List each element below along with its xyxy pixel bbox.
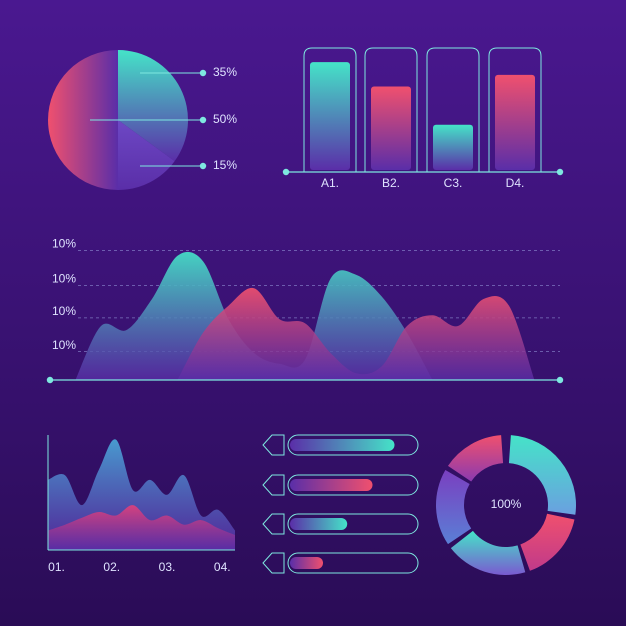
axis-dot <box>46 376 54 384</box>
progress-track <box>287 513 419 535</box>
pie-slice <box>118 50 189 162</box>
y-tick-label: 10% <box>52 272 76 286</box>
axis-dot <box>199 69 207 77</box>
pie-slice <box>118 120 175 190</box>
pie-label: 50% <box>213 112 237 126</box>
bar <box>495 74 535 170</box>
area <box>48 505 235 550</box>
area <box>75 251 433 380</box>
progress-tag <box>262 513 285 535</box>
progress-tag <box>262 434 285 456</box>
axis-dot <box>556 376 564 384</box>
area <box>177 287 535 380</box>
x-tick-label: A1. <box>321 176 339 190</box>
x-tick-label: 03. <box>159 560 176 574</box>
donut-label: 100% <box>491 497 522 511</box>
progress-bar <box>290 479 373 491</box>
x-tick-label: 04. <box>214 560 231 574</box>
x-tick-label: B2. <box>382 176 400 190</box>
progress-track <box>287 552 419 574</box>
y-tick-label: 10% <box>52 237 76 251</box>
progress-track <box>287 474 419 496</box>
donut-segment <box>520 513 575 571</box>
axis-dot <box>199 162 207 170</box>
donut-segment <box>450 530 526 575</box>
pie-label: 15% <box>213 158 237 172</box>
y-tick-label: 10% <box>52 304 76 318</box>
progress-bar <box>290 557 323 569</box>
axis-dot <box>199 116 207 124</box>
bar-frame <box>303 47 357 172</box>
y-tick-label: 10% <box>52 338 76 352</box>
progress-bar <box>290 518 348 530</box>
bar-frame <box>364 47 418 172</box>
x-tick-label: 02. <box>103 560 120 574</box>
x-tick-label: D4. <box>506 176 525 190</box>
pie-label: 35% <box>213 65 237 79</box>
progress-track <box>287 434 419 456</box>
bar <box>310 62 350 171</box>
x-tick-label: 01. <box>48 560 65 574</box>
axis-dot <box>556 168 564 176</box>
axis-dot <box>282 168 290 176</box>
donut-segment <box>508 435 577 515</box>
bar <box>433 124 473 170</box>
donut-segment <box>447 435 504 482</box>
progress-bar <box>290 439 395 451</box>
bar-frame <box>488 47 542 172</box>
bar-frame <box>426 47 480 172</box>
progress-tag <box>262 552 285 574</box>
donut-segment <box>436 470 472 545</box>
bar <box>371 86 411 170</box>
x-tick-label: C3. <box>444 176 463 190</box>
progress-tag <box>262 474 285 496</box>
pie-slice <box>48 50 118 190</box>
